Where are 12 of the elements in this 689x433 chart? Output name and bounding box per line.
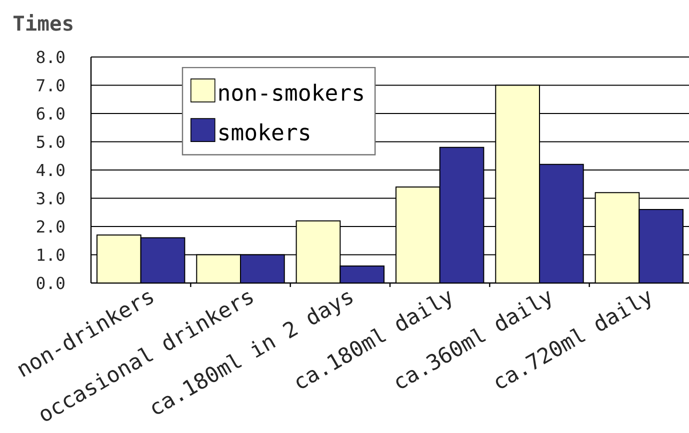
y-tick-label: 0.0 — [36, 276, 64, 290]
legend-label: smokers — [220, 123, 310, 141]
y-tick-label: 1.0 — [38, 248, 64, 261]
y-tick-label: 7.0 — [36, 79, 64, 92]
y-tick-label: 3.0 — [36, 192, 64, 204]
y-axis-title: Times — [13, 14, 72, 31]
y-tick-label: 4.0 — [36, 164, 64, 176]
legend-label: non-smokers — [219, 84, 363, 101]
y-tick-label: 6.0 — [36, 107, 64, 120]
y-tick-label: 8.0 — [36, 50, 64, 64]
y-tick-label: 5.0 — [36, 136, 64, 148]
y-tick-label: 2.0 — [37, 220, 64, 233]
